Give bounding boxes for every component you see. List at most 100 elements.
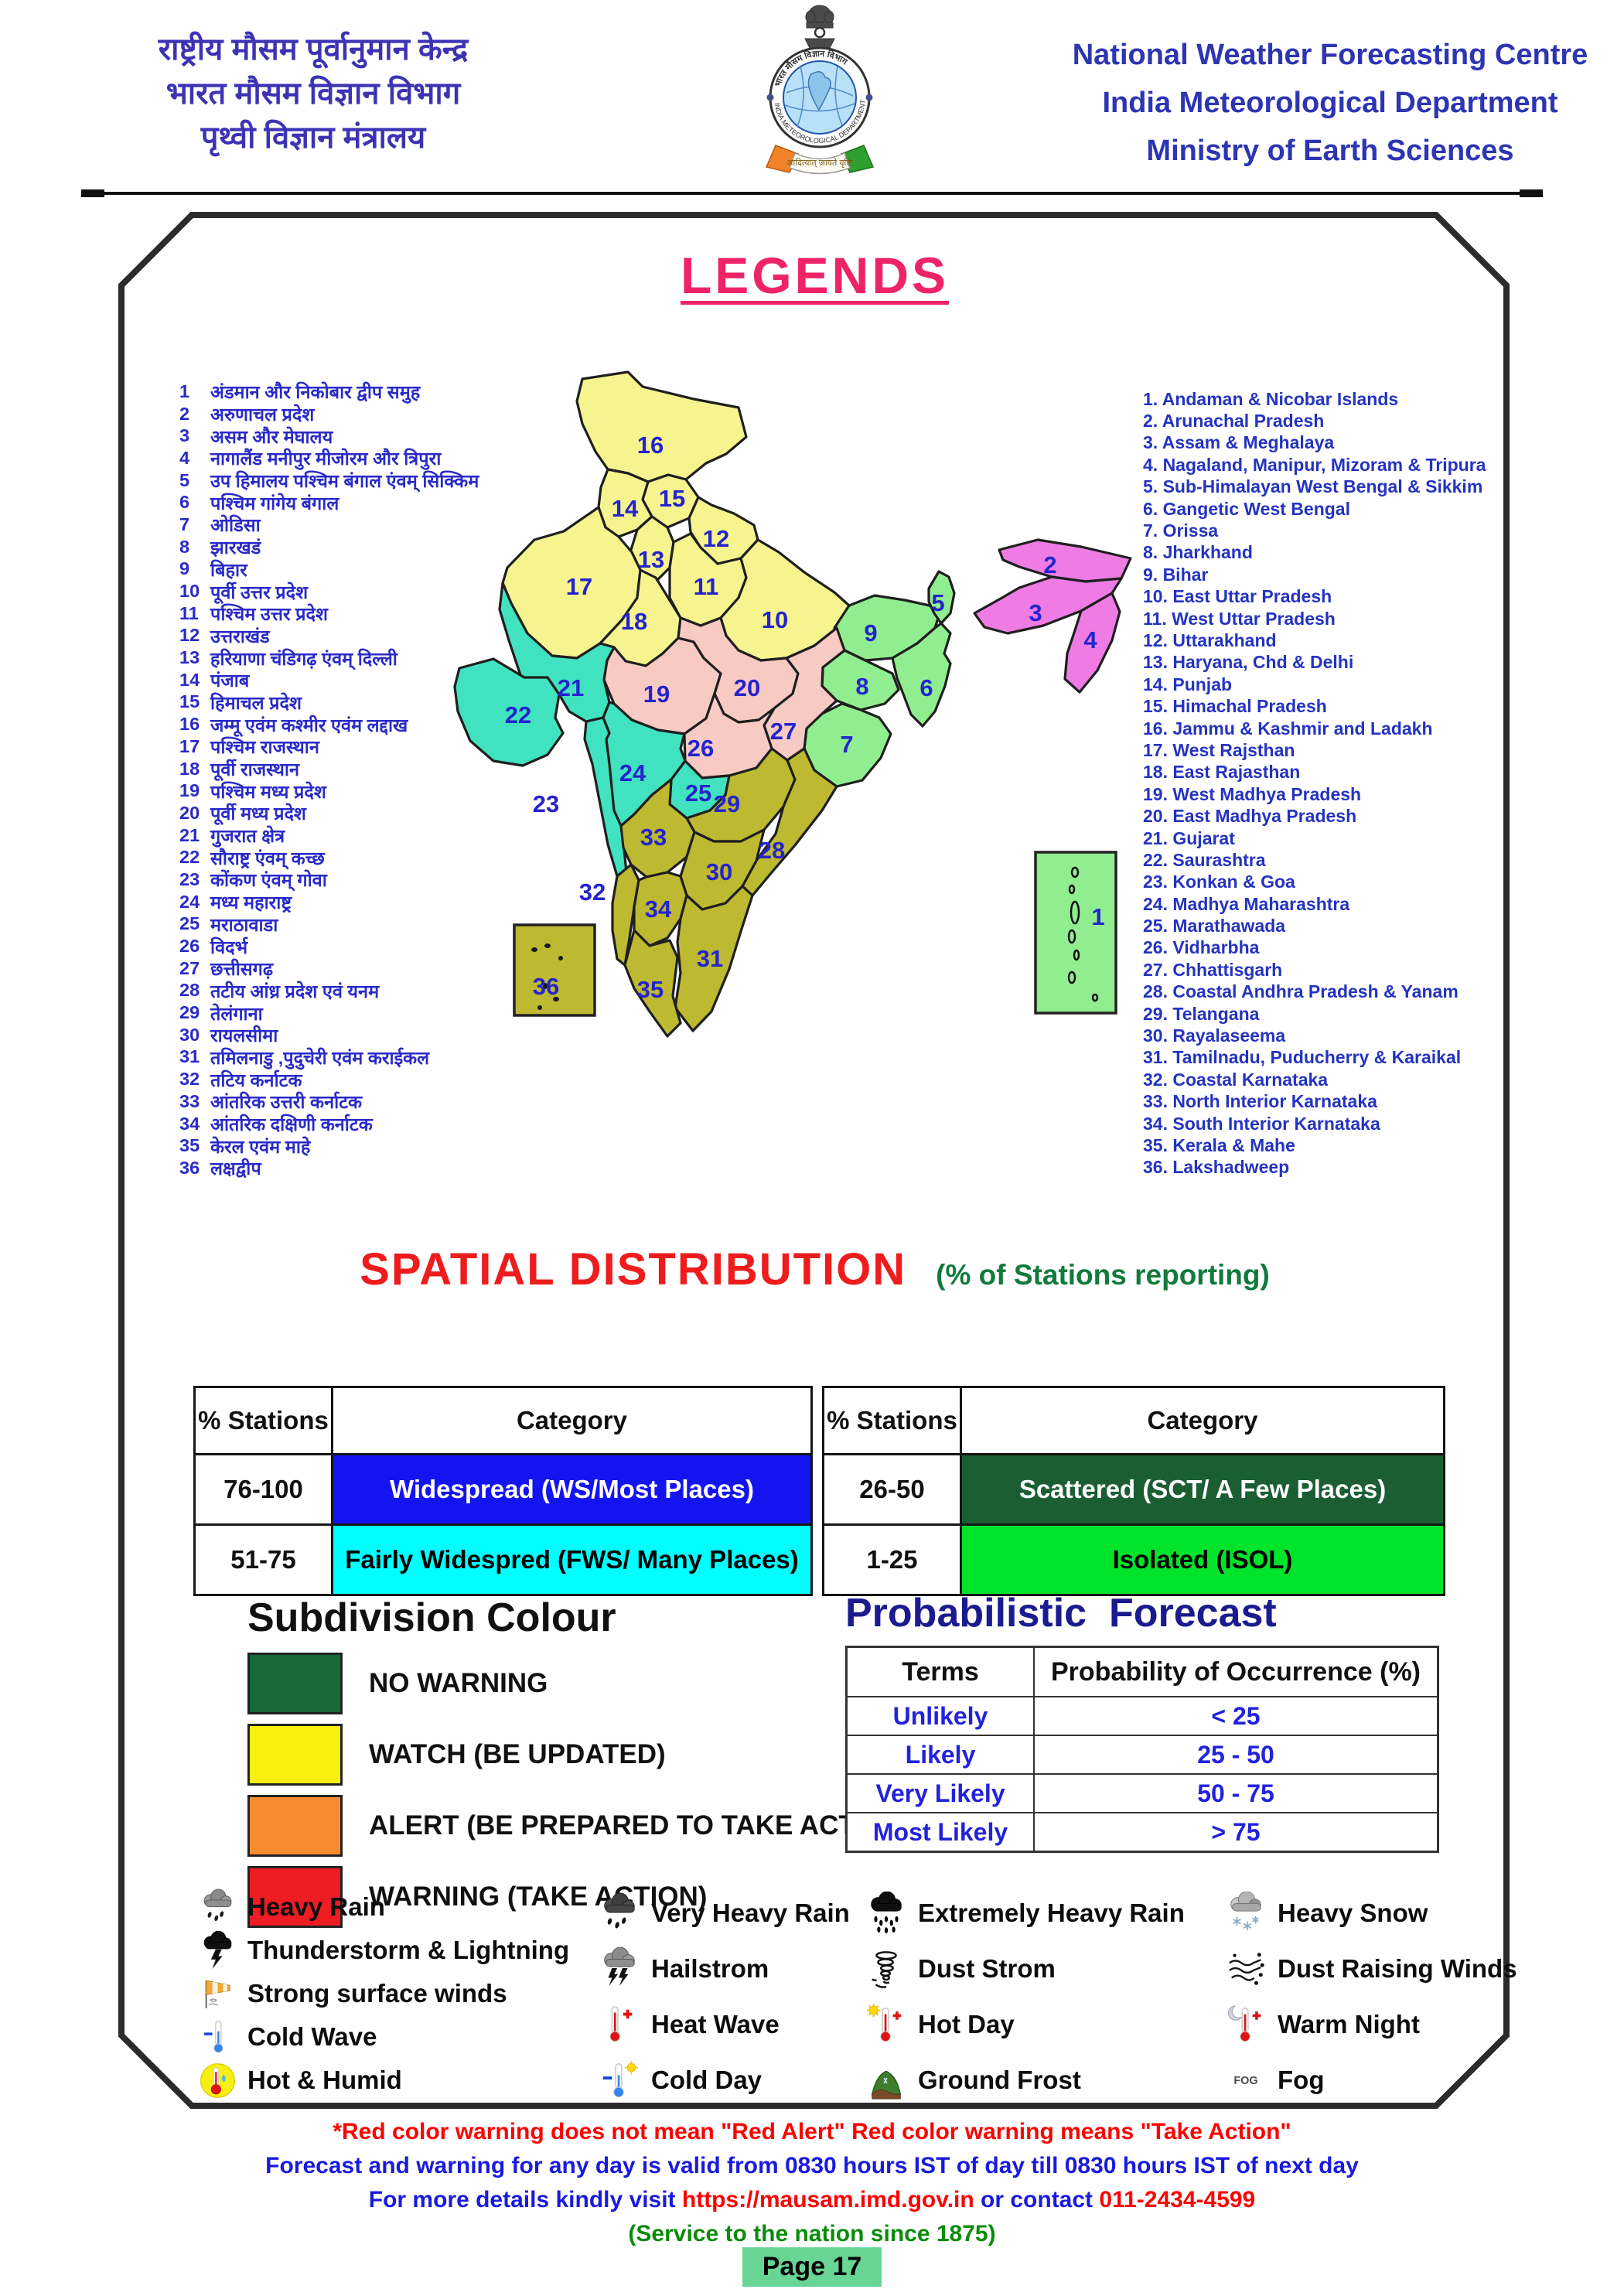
subdivision-number: 10 [179, 581, 200, 602]
map-region-number-5: 5 [931, 589, 944, 616]
subdivision-hindi-item: 6 पश्चिम गांगेय बंगाल [179, 491, 479, 513]
subdivision-english-item: 24. Madhya Maharashtra [1143, 893, 1486, 915]
map-region-number-18: 18 [621, 608, 647, 635]
weather-legend-label: Ground Frost [918, 2066, 1081, 2094]
warning-colour-swatch [247, 1795, 343, 1857]
subdivision-english-name: 36. Lakshadweep [1143, 1157, 1290, 1178]
weather-legend-label: Hot Day [918, 2010, 1015, 2038]
map-island [558, 956, 563, 960]
weather-legend-item: Ground Frost [866, 2052, 1222, 2108]
subdivision-english-item: 1. Andaman & Nicobar Islands [1143, 388, 1486, 410]
map-region-number-4: 4 [1083, 626, 1097, 653]
subdivision-english-name: 27. Chhattisgarh [1143, 959, 1283, 980]
header-english-line1: National Weather Forecasting Centre [1072, 39, 1588, 71]
dust-raising-winds-icon [1226, 1947, 1266, 1991]
spatial-table-left: % Stations Category 76-100 Widespread (WS/M… [193, 1386, 813, 1596]
subdivision-english-item: 14. Punjab [1143, 674, 1486, 695]
subdivision-hindi-name: तमिलनाडु ,पुदुचेरी एवंम कराईकल [210, 1047, 430, 1068]
map-region-number-16: 16 [637, 432, 664, 459]
cold-day-icon [599, 2059, 640, 2102]
map-island [1070, 900, 1080, 925]
subdivision-hindi-item: 4 नागालैंड मनीपुर मीजोरम और त्रिपुरा [179, 447, 479, 469]
subdivision-english-name: 35. Kerala & Mahe [1143, 1134, 1295, 1155]
probability-range: 50 - 75 [1197, 1779, 1274, 1807]
map-region-number-19: 19 [643, 681, 670, 708]
subdivision-number: 13 [179, 647, 200, 668]
subdivision-hindi-name: नागालैंड मनीपुर मीजोरम और त्रिपुरा [210, 449, 442, 469]
subdivision-english-item: 3. Assam & Meghalaya [1143, 432, 1486, 454]
weather-legend-item: FOG Fog [1226, 2052, 1489, 2108]
subdivision-number: 6 [179, 492, 190, 513]
footer-service-note: (Service to the nation since 1875) [628, 2221, 996, 2247]
subdivision-hindi-item: 25 मराठावाडा [179, 913, 479, 936]
spatial-header-row: % Stations Category [196, 1388, 810, 1453]
subdivision-hindi-name: पंजाब [210, 670, 250, 691]
subdivision-hindi-name: तटिय कर्नाटक [210, 1070, 302, 1090]
subdivision-english-item: 28. Coastal Andhra Pradesh & Yanam [1143, 981, 1486, 1003]
subdivision-english-item: 7. Orissa [1143, 520, 1486, 541]
subdivision-hindi-item: 21 गुजरात क्षेत्र [179, 824, 479, 847]
subdivision-english-item: 27. Chhattisgarh [1143, 959, 1486, 981]
subdivision-colour-title: Subdivision Colour [247, 1595, 616, 1640]
subdivision-hindi-name: आंतरिक दक्षिणी कर्नाटक [210, 1114, 373, 1135]
map-region-number-31: 31 [697, 945, 723, 972]
weather-legend-label: Heat Wave [651, 2010, 780, 2038]
weather-legend-item: Very Heavy Rain [599, 1885, 858, 1941]
subdivision-hindi-item: 18 पूर्वी राजस्थान [179, 758, 479, 780]
footer-warning-note: *Red color warning does not mean "Red Al… [333, 2119, 1291, 2144]
weather-legend-item: Hailstrom [599, 1941, 858, 1997]
subdivision-hindi-item: 22 सौराष्ट्र एंवम् कच्छ [179, 846, 479, 868]
subdivision-english-name: 13. Haryana, Chd & Delhi [1143, 652, 1354, 673]
map-region-number-33: 33 [640, 824, 667, 851]
logo-motto-text: आदित्यात् जायते वृष्टिः [786, 158, 854, 168]
weather-legend-item: Dust Raising Winds [1226, 1941, 1517, 1997]
logo-scroll [789, 152, 851, 175]
subdivision-hindi-item: 3 असम और मेघालय [179, 425, 479, 447]
subdivision-hindi-name: रायलसीमा [210, 1025, 278, 1046]
weather-legend-item: Hot Day [866, 1997, 1222, 2052]
subdivision-english-name: 4. Nagaland, Manipur, Mizoram & Tripura [1143, 454, 1486, 475]
subdivision-hindi-name: अंडमान और निकोबार द्वीप समुह [210, 382, 421, 403]
weather-legend-item: Cold Wave [200, 2015, 590, 2059]
map-region-number-7: 7 [840, 731, 853, 758]
col-header-stations: % Stations [196, 1388, 333, 1453]
subdivision-number: 4 [179, 447, 190, 468]
subdivision-number: 17 [179, 735, 200, 756]
map-region-16 [575, 370, 748, 483]
probability-term: Unlikely [848, 1697, 1035, 1735]
subdivision-hindi-item: 15 हिमाचल प्रदेश [179, 691, 479, 714]
subdivision-english-name: 8. Jharkhand [1143, 542, 1253, 563]
map-inset-box-1 [1034, 851, 1117, 1015]
weather-legend-label: Hot & Humid [247, 2066, 402, 2094]
subdivision-english-name: 21. Gujarat [1143, 827, 1235, 848]
subdivision-number: 5 [179, 469, 190, 490]
cold-wave-icon [200, 2018, 236, 2057]
subdivision-number: 12 [179, 625, 200, 646]
subdivision-english-name: 3. Assam & Meghalaya [1143, 432, 1335, 453]
page-title: LEGENDS [680, 247, 950, 304]
subdivision-hindi-item: 13 हरियाणा चंडिगढ़ एंवम् दिल्ली [179, 646, 479, 669]
subdivision-number: 19 [179, 780, 200, 801]
subdivision-hindi-item: 31 तमिलनाडु ,पुदुचेरी एवंम कराईकल [179, 1046, 479, 1069]
map-region-number-10: 10 [762, 606, 788, 633]
subdivision-number: 30 [179, 1024, 200, 1045]
map-island [1067, 929, 1076, 944]
subdivision-number: 26 [179, 936, 200, 957]
subdivision-hindi-name: विदर्भ [210, 936, 248, 957]
weather-legend-label: Cold Day [651, 2066, 763, 2094]
spatial-distribution-heading: SPATIAL DISTRIBUTION (% of Stations repor… [120, 1244, 1510, 1295]
map-region-number-20: 20 [734, 674, 760, 701]
map-region-number-30: 30 [706, 858, 732, 885]
probability-term: Very Likely [848, 1775, 1035, 1812]
subdivision-hindi-name: उत्तराखंड [210, 626, 270, 646]
subdivision-hindi-item: 7 ओडिसा [179, 513, 479, 536]
header-divider [81, 189, 1543, 197]
warning-colour-swatch [247, 1653, 343, 1714]
subdivision-hindi-name: हिमाचल प्रदेश [210, 692, 302, 713]
subdivision-english-name: 7. Orissa [1143, 520, 1219, 541]
map-island [1091, 993, 1099, 1002]
warning-colour-swatch [247, 1724, 343, 1786]
dust-storm-icon [866, 1947, 906, 1991]
header-hindi-block: राष्ट्रीय मौसम पूर्वानुमान केन्द्र भारत … [116, 28, 510, 160]
website-link[interactable]: https://mausam.imd.gov.in [681, 2187, 974, 2212]
